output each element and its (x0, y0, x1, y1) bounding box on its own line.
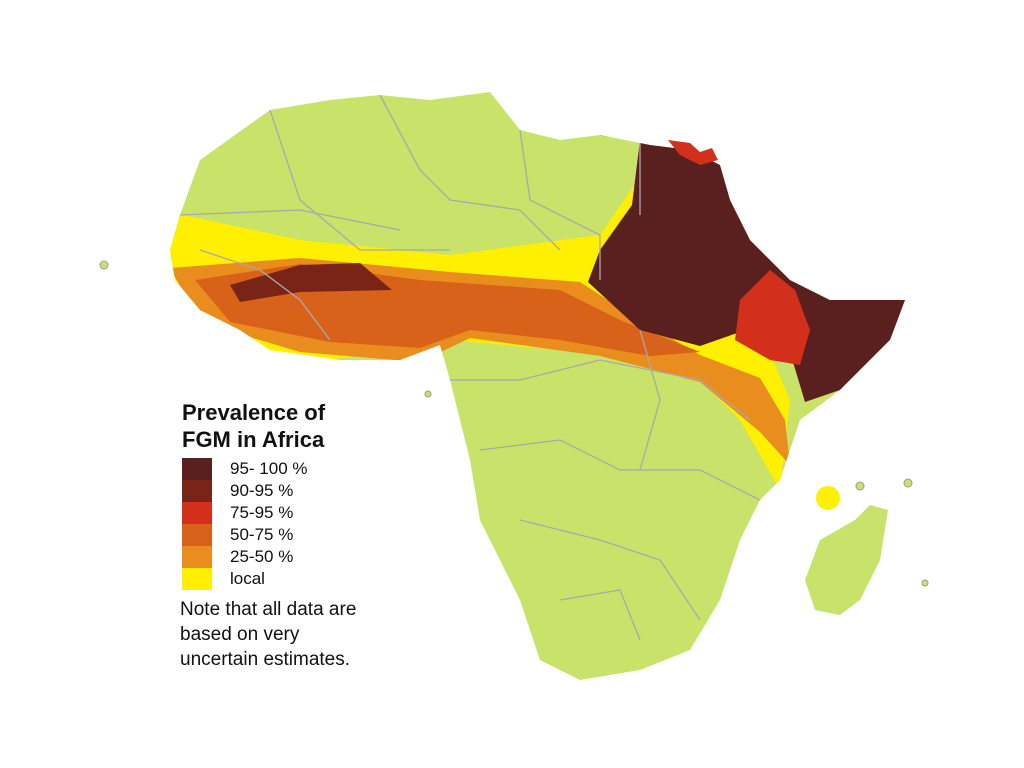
legend-swatch (182, 546, 212, 568)
note: Note that all data are (180, 599, 356, 620)
legend-swatch (182, 480, 212, 502)
legend-swatch (182, 502, 212, 524)
legend-swatch (182, 568, 212, 590)
legend-title: Prevalence of (182, 400, 326, 425)
legend-title: FGM in Africa (182, 427, 325, 452)
note: uncertain estimates. (180, 649, 350, 670)
legend-label: 75-95 % (230, 503, 293, 522)
legend-label: 95- 100 % (230, 459, 308, 478)
legend-swatch (182, 524, 212, 546)
africa (99, 92, 929, 680)
legend-label: local (230, 569, 265, 588)
note: based on very (180, 624, 300, 645)
legend-label: 25-50 % (230, 547, 293, 566)
legend-label: 50-75 % (230, 525, 293, 544)
legend-label: 90-95 % (230, 481, 293, 500)
legend-swatch (182, 458, 212, 480)
